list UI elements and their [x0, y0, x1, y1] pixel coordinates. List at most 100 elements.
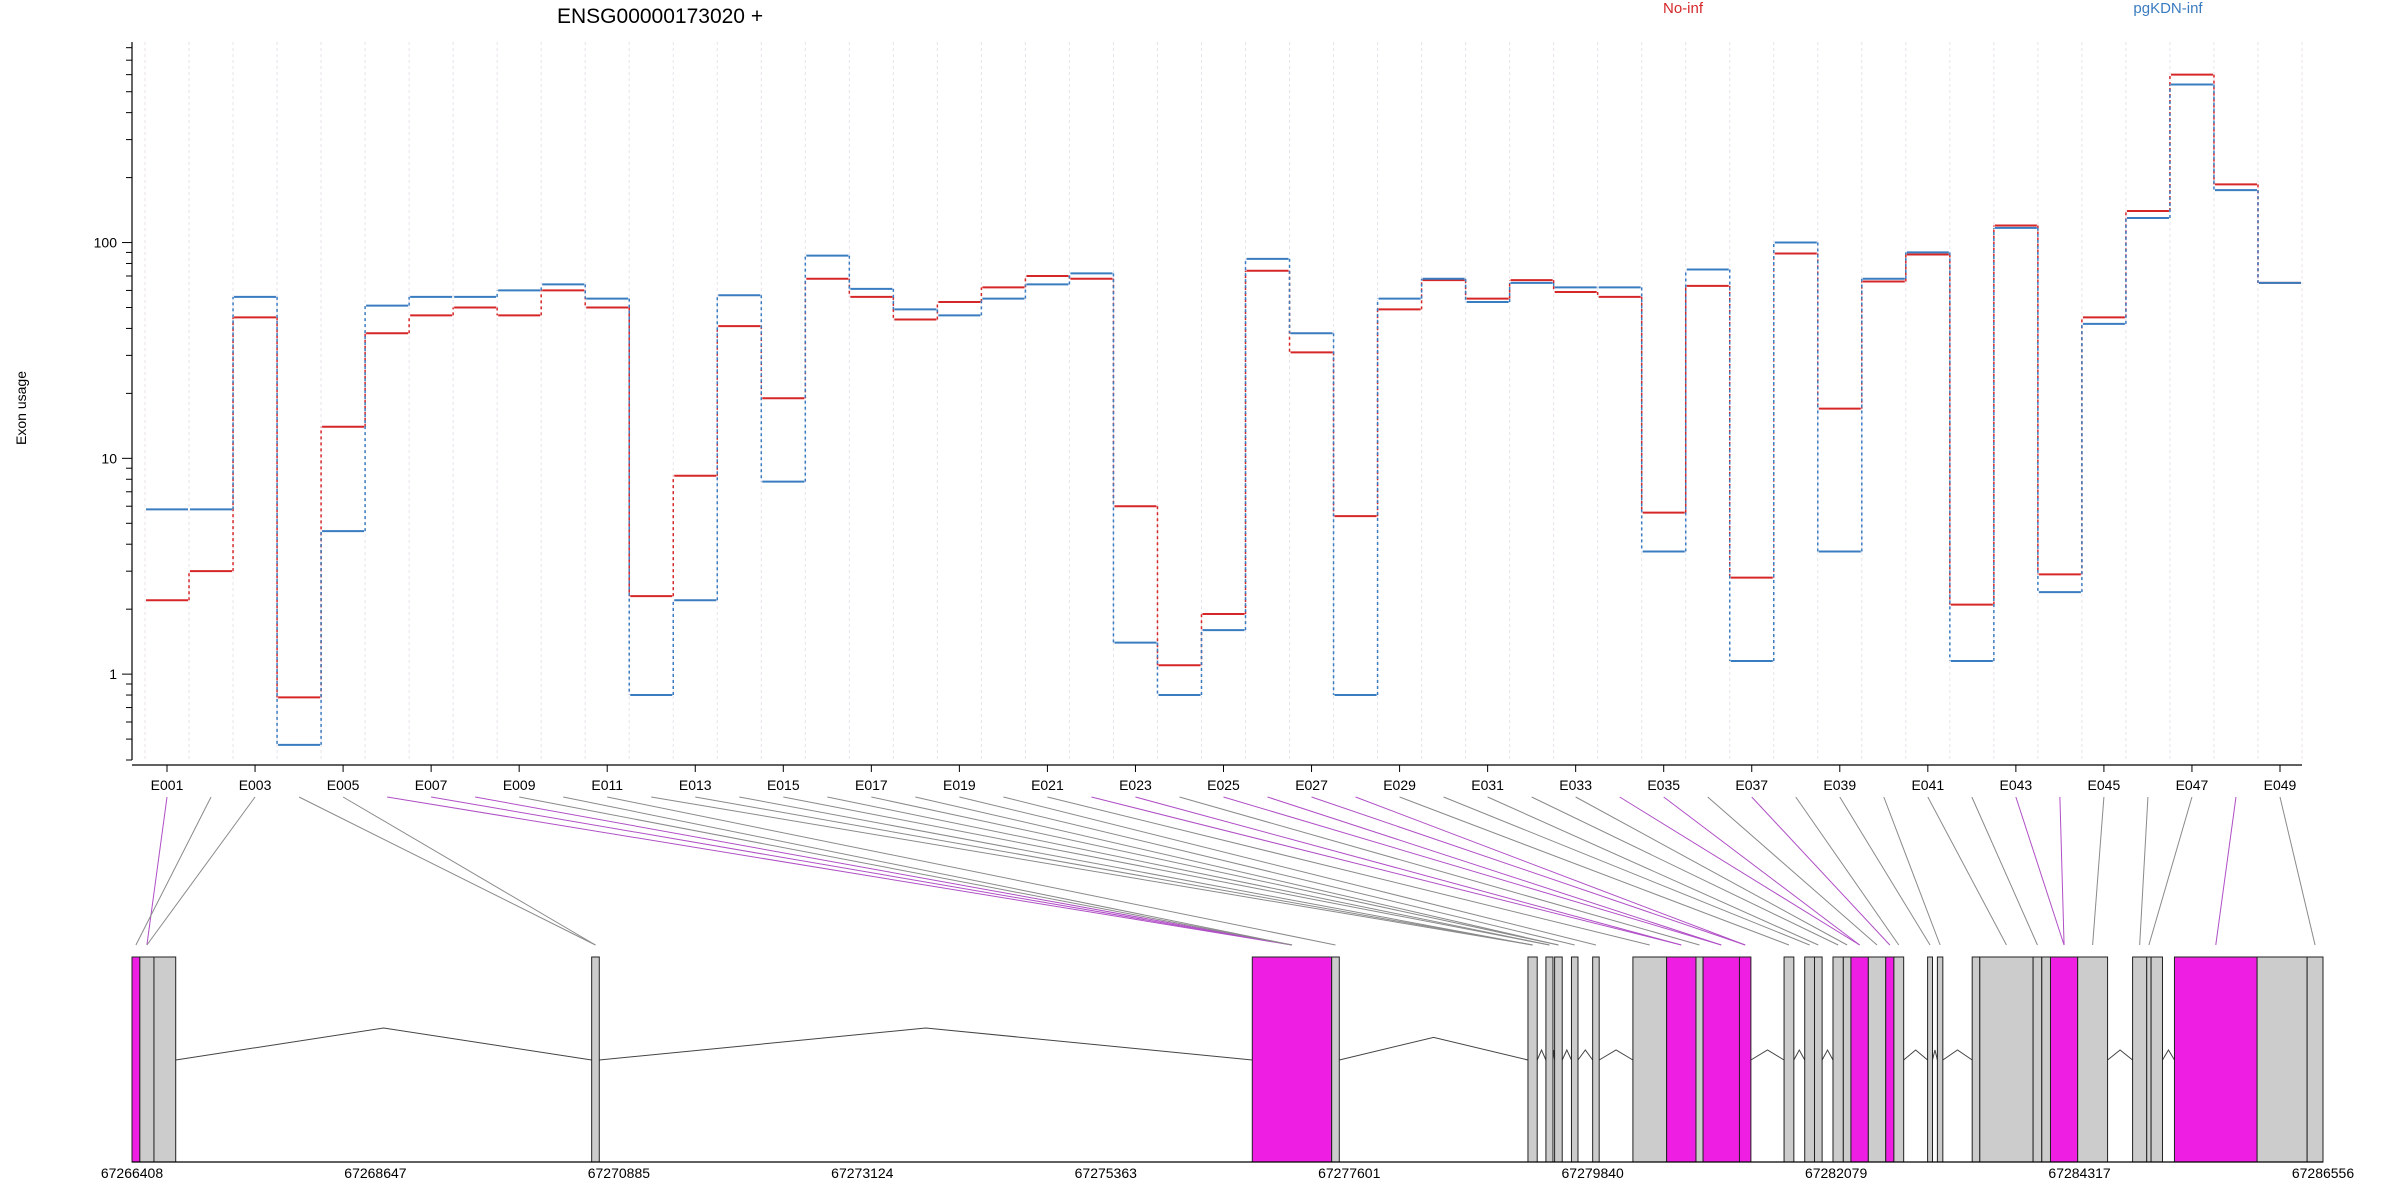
exon-connector: [563, 796, 1293, 946]
exon-connector: [431, 796, 1293, 946]
exon-block: [1936, 956, 1944, 1163]
x-tick-label: E035: [1647, 777, 1680, 793]
exon-connector: [1443, 796, 1810, 946]
exon-block: [1632, 956, 1668, 1163]
exon-connector: [1575, 796, 1848, 946]
x-tick-label: E047: [2176, 777, 2209, 793]
exon-connector: [1091, 796, 1682, 946]
genomic-tick-label: 67286556: [2292, 1165, 2355, 1181]
exon-block: [1695, 956, 1704, 1163]
exon-connector: [1839, 796, 1931, 946]
exon-connector: [1179, 796, 1700, 946]
exon-connector: [651, 796, 1533, 946]
exon-block: [1814, 956, 1823, 1163]
exon-connector: [1927, 796, 2007, 946]
exon-block: [591, 956, 600, 1163]
exon-block: [2032, 956, 2043, 1163]
intron-line: [1339, 1036, 1529, 1061]
exon-block: [1885, 956, 1895, 1163]
y-axis: 1 10 100: [94, 42, 133, 761]
legend-no-inf: No-inf: [1663, 0, 1704, 17]
exon-connector: [1883, 796, 1941, 946]
exon-connector: [387, 796, 1293, 946]
exon-block: [1554, 956, 1563, 1163]
intron-line: [1577, 1049, 1594, 1061]
intron-line: [1942, 1049, 1973, 1061]
x-tick-label: E033: [1559, 777, 1592, 793]
exon-block: [139, 956, 155, 1163]
genomic-tick-label: 67282079: [1805, 1165, 1868, 1181]
x-tick-label: E001: [151, 777, 184, 793]
exon-connector: [2148, 796, 2193, 946]
exon-block: [153, 956, 177, 1163]
exon-connector: [1223, 796, 1722, 946]
exon-block: [1850, 956, 1869, 1163]
x-tick-label: E027: [1295, 777, 1328, 793]
exon-connector: [1751, 796, 1891, 946]
x-tick-label: E003: [239, 777, 272, 793]
series-No-inf: [146, 73, 2301, 699]
exon-connector: [1531, 796, 1839, 946]
exon-connector: [519, 796, 1293, 946]
x-tick-label: E029: [1383, 777, 1416, 793]
intron-line: [1750, 1049, 1785, 1061]
x-tick-label: E019: [943, 777, 976, 793]
exon-block: [1867, 956, 1887, 1163]
x-tick-label: E045: [2088, 777, 2121, 793]
exon-connector: [2092, 796, 2105, 946]
x-tick-label: E009: [503, 777, 536, 793]
exon-block: [1804, 956, 1816, 1163]
intron-line: [1561, 1048, 1572, 1061]
exon-connector: [1311, 796, 1746, 946]
exon-connector: [2139, 796, 2149, 946]
exon-connector: [135, 796, 212, 946]
x-tick-label: E023: [1119, 777, 1152, 793]
exon-block: [2049, 956, 2079, 1163]
exon-connector: [475, 796, 1293, 946]
genomic-tick-label: 67284317: [2048, 1165, 2111, 1181]
exon-block: [131, 956, 141, 1163]
x-tick-label: E037: [1735, 777, 1768, 793]
exon-block: [1893, 956, 1905, 1163]
exon-connector: [2279, 796, 2316, 946]
intron-line: [1903, 1049, 1928, 1061]
y-tick-label: 1: [109, 666, 117, 682]
exon-block: [2256, 956, 2308, 1163]
exon-block: [1331, 956, 1340, 1163]
exon-connector: [1135, 796, 1682, 946]
exon-connector: [1619, 796, 1860, 946]
exon-connector: [1047, 796, 1650, 946]
exon-block: [2146, 956, 2152, 1163]
exon-connector: [1795, 796, 1900, 946]
exon-block: [1251, 956, 1333, 1163]
x-tick-label: E015: [767, 777, 800, 793]
legend-pgkdn-inf: pgKDN-inf: [2133, 0, 2203, 17]
exon-connector: [1355, 796, 1746, 946]
genomic-tick-label: 67273124: [831, 1165, 894, 1181]
exon-connector: [2015, 796, 2065, 946]
exon-connector: [146, 796, 168, 946]
exon-connector: [1487, 796, 1819, 946]
y-axis-label: Exon usage: [13, 371, 29, 445]
x-axis: E001 E003 E005 E007 E009 E011 E013 E015 E017 E019…: [132, 764, 2302, 793]
exon-block: [1702, 956, 1740, 1163]
intron-line: [1821, 1048, 1834, 1061]
x-tick-label: E021: [1031, 777, 1064, 793]
intron-line: [1536, 1048, 1547, 1061]
genomic-tick-label: 67277601: [1318, 1165, 1381, 1181]
exon-block: [1545, 956, 1554, 1163]
exon-connector: [1399, 796, 1790, 946]
y-tick-label: 10: [101, 450, 117, 466]
exon-block: [2150, 956, 2163, 1163]
exon-connector: [1707, 796, 1878, 946]
exon-connector: [607, 796, 1336, 946]
exon-connector: [695, 796, 1533, 946]
x-tick-label: E031: [1471, 777, 1504, 793]
exon-block: [1592, 956, 1600, 1163]
exon-connector: [827, 796, 1550, 946]
exon-connector: [298, 796, 596, 946]
exon-connector: [1267, 796, 1722, 946]
x-tick-label: E043: [2000, 777, 2033, 793]
exon-block: [2041, 956, 2051, 1163]
gene-model: [131, 956, 2324, 1163]
